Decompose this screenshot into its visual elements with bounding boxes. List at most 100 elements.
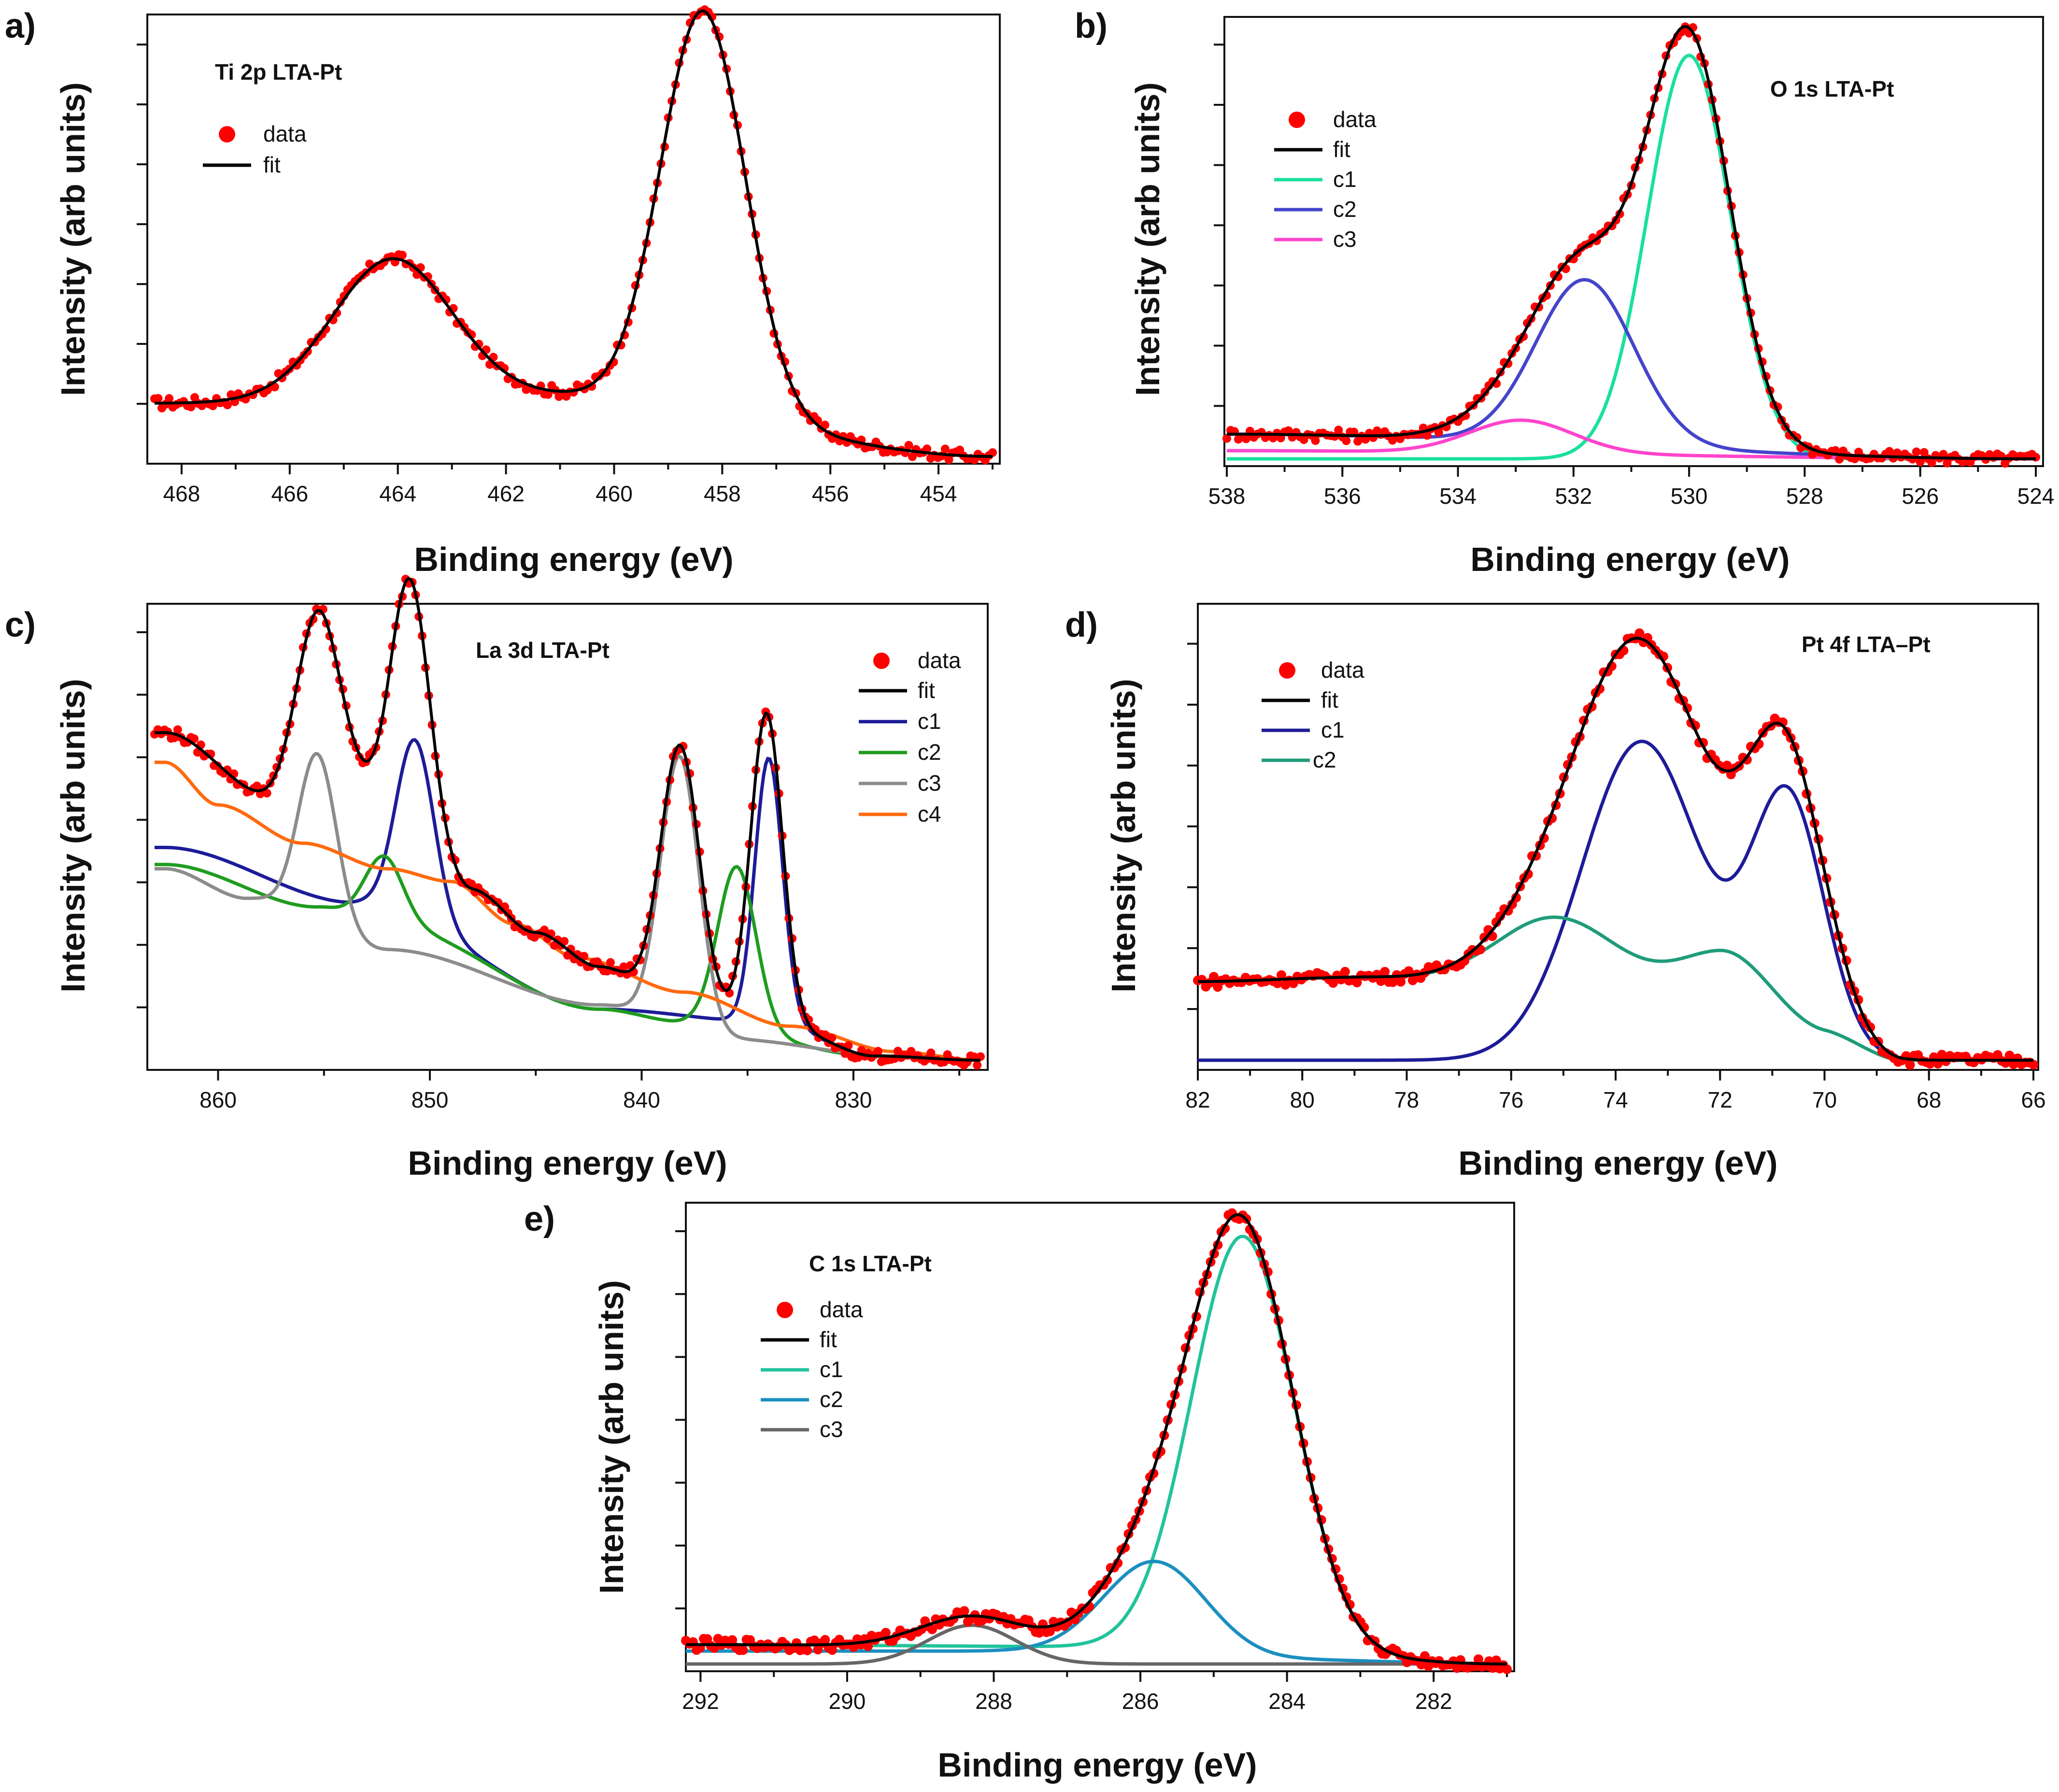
panel-a-plot-frame — [146, 14, 1001, 465]
panel-c-component-c4 — [155, 760, 980, 1062]
panel-a-data-point — [208, 401, 217, 411]
panel-c-data-point — [253, 782, 261, 791]
panel-a-title: Ti 2p LTA-Pt — [215, 59, 342, 85]
panel-e-xtick-label: 292 — [682, 1689, 719, 1714]
panel-d-legend-c2-label: c2 — [1313, 747, 1336, 772]
panel-a-xtick-label: 460 — [596, 481, 633, 506]
panel-b-data-point — [1927, 458, 1936, 467]
panel-a-data-point — [944, 455, 953, 464]
panel-d-data-point — [1376, 976, 1386, 986]
panel-e-xtick-label: 286 — [1122, 1689, 1159, 1714]
panel-c: c) La 3d LTA-Pt Binding energy (eV) Inte… — [5, 603, 989, 1182]
panel-d-data-point — [1396, 977, 1406, 987]
panel-d-legend-c1-label: c1 — [1321, 717, 1345, 742]
panel-b-legend-fit-label: fit — [1333, 137, 1350, 162]
panel-a-legend: data fit — [203, 121, 307, 177]
panel-d-xtick-label: 82 — [1185, 1087, 1210, 1112]
panel-a-plot: 468 466 464 462 460 458 456 454 — [137, 5, 997, 506]
panel-a-ylabel: Intensity (arb units) — [54, 82, 92, 396]
panel-e-data-point — [1452, 1663, 1462, 1673]
panel-c-data-point — [262, 789, 271, 798]
panel-d: d) Pt 4f LTA–Pt Binding energy (eV) Inte… — [1065, 603, 2039, 1182]
panel-a-xtick-label: 466 — [271, 481, 308, 506]
panel-e-legend-data-marker — [777, 1302, 793, 1318]
panel-b-xtick-label: 534 — [1439, 484, 1477, 509]
panel-d-xtick-label: 80 — [1290, 1087, 1315, 1112]
panel-e-xtick-label: 284 — [1268, 1689, 1306, 1714]
panel-c-xtick-label: 840 — [623, 1087, 660, 1112]
panel-b-data-point — [1222, 434, 1231, 443]
panel-e-legend-c1-label: c1 — [820, 1357, 843, 1382]
panel-c-xlabel: Binding energy (eV) — [408, 1144, 727, 1182]
panel-a-xtick-label: 458 — [704, 481, 741, 506]
panel-d-data-point — [1905, 1060, 1915, 1070]
panel-b-xlabel: Binding energy (eV) — [1470, 540, 1789, 578]
panel-a-data-point — [227, 390, 236, 399]
panel-e-legend-data-label: data — [820, 1297, 863, 1322]
panel-e-component-c1 — [686, 1235, 1507, 1666]
panel-e-data-point — [827, 1645, 837, 1655]
panel-c-fit-curve — [155, 577, 980, 1062]
panel-d-xtick-label: 76 — [1499, 1087, 1523, 1112]
panel-c-legend-c2-label: c2 — [918, 740, 941, 765]
panel-b-data-point — [1912, 447, 1921, 456]
panel-d-letter: d) — [1065, 606, 1098, 644]
panel-c-legend-data-label: data — [918, 648, 961, 673]
panel-c-legend-data-marker — [873, 653, 890, 669]
panel-c-legend-fit-label: fit — [918, 678, 935, 703]
panel-e-data-point — [738, 1645, 748, 1655]
panel-c-data-point — [973, 1061, 982, 1070]
panel-b-xtick-label: 524 — [2017, 484, 2055, 509]
panel-d-component-c2 — [1198, 915, 2033, 1062]
panel-d-xtick-label: 70 — [1812, 1087, 1837, 1112]
panel-d-legend-fit-label: fit — [1321, 687, 1338, 712]
panel-c-data-point — [907, 1047, 916, 1056]
panel-a-letter: a) — [5, 7, 36, 45]
panel-d-plot: 82 80 78 76 74 72 70 68 66 — [1185, 628, 2046, 1112]
panel-a-data-point — [154, 394, 163, 403]
panel-c-legend-c4-label: c4 — [918, 801, 941, 826]
panel-c-data-point — [619, 962, 628, 971]
panel-b-legend: data fit c1 c2 c3 — [1274, 107, 1377, 252]
panel-d-data-point — [1352, 978, 1362, 988]
panel-b-plot: 538 536 534 532 530 528 526 524 — [1208, 22, 2055, 509]
panel-b-xtick-label: 538 — [1208, 484, 1246, 509]
panel-d-xtick-label: 78 — [1394, 1087, 1419, 1112]
panel-b-legend-data-label: data — [1333, 107, 1377, 132]
panel-b-xtick-label: 532 — [1555, 484, 1592, 509]
panel-c-data-point — [606, 958, 615, 967]
panel-a-legend-data-marker — [219, 126, 235, 142]
panel-e-legend-fit-label: fit — [820, 1327, 837, 1352]
panel-d-xlabel: Binding energy (eV) — [1458, 1144, 1777, 1182]
panel-a: a) Ti 2p LTA-Pt Binding energy (eV) Inte… — [5, 7, 1001, 578]
panel-a-data-point — [543, 390, 553, 399]
panel-e-component-c2 — [686, 1560, 1507, 1666]
panel-e-data-point — [1473, 1654, 1483, 1664]
panel-e-plot: 292 290 288 286 284 282 — [675, 1208, 1512, 1714]
panel-a-data-point — [398, 251, 407, 260]
panel-d-data-point — [1742, 754, 1752, 765]
panel-e-legend-c3-label: c3 — [820, 1417, 843, 1442]
panel-b-legend-c1-label: c1 — [1333, 167, 1357, 192]
panel-b-data-point — [1241, 434, 1250, 443]
panel-e-data-point — [727, 1635, 738, 1645]
panel-e-data-point — [1488, 1663, 1498, 1673]
panel-b-data-point — [1422, 431, 1432, 440]
panel-e-xtick-label: 282 — [1415, 1689, 1452, 1714]
panel-d-data-point — [1380, 967, 1390, 977]
panel-b-letter: b) — [1075, 7, 1108, 45]
panel-d-xtick-label: 66 — [2021, 1087, 2045, 1112]
panel-d-data-point — [1340, 967, 1350, 977]
panel-b-data-point — [1919, 448, 1929, 457]
panel-e-xtick-label: 288 — [975, 1689, 1012, 1714]
panel-b-legend-data-marker — [1289, 112, 1305, 128]
panel-b-legend-c3-label: c3 — [1333, 227, 1357, 252]
panel-d-data-point — [1388, 977, 1398, 987]
panel-c-data-point — [190, 734, 199, 743]
panel-e-title: C 1s LTA-Pt — [809, 1251, 932, 1276]
panel-b: b) O 1s LTA-Pt Binding energy (eV) Inten… — [1075, 7, 2044, 578]
panel-c-xtick-label: 850 — [412, 1087, 449, 1112]
panel-e-data-point — [1420, 1651, 1430, 1661]
panel-d-legend-data-marker — [1279, 662, 1295, 679]
